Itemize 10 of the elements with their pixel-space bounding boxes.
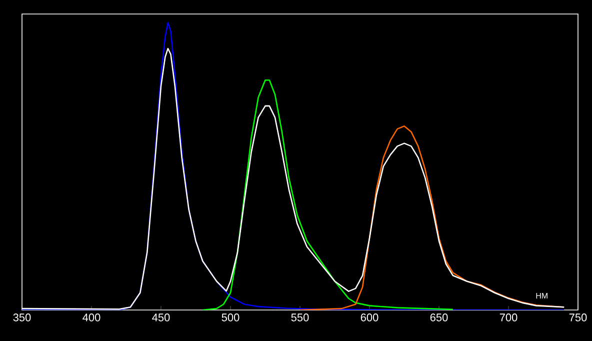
x-tick-label: 550 [291, 314, 309, 322]
x-tick-label: 500 [222, 314, 240, 322]
x-tick-label: 600 [360, 314, 378, 322]
x-tick-label: 650 [430, 314, 448, 322]
x-tick-label: 450 [152, 314, 170, 322]
x-tick-label: 750 [569, 314, 587, 322]
x-tick-label: 700 [500, 314, 518, 322]
x-tick-label: 400 [82, 314, 100, 322]
x-tick-label: 350 [13, 314, 31, 322]
x-axis-title: НМ [536, 292, 548, 298]
